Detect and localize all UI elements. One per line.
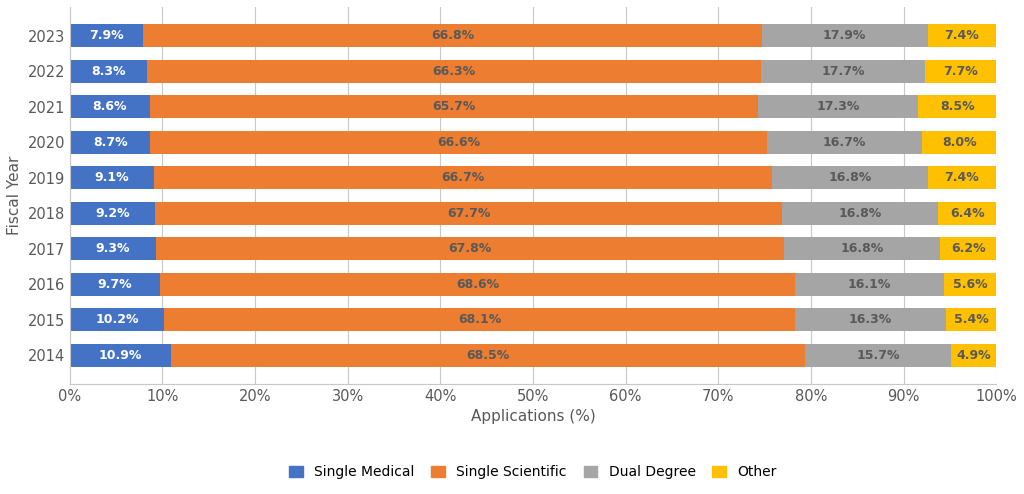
Bar (171, 343, 805, 367)
Bar (160, 273, 796, 295)
Bar (928, 166, 996, 189)
Text: 9.1%: 9.1% (94, 171, 129, 184)
Bar (70, 308, 164, 331)
Text: 16.8%: 16.8% (841, 242, 884, 255)
Bar (928, 24, 996, 47)
Bar (938, 202, 997, 225)
Bar (796, 308, 946, 331)
Bar (70, 202, 155, 225)
Text: 68.5%: 68.5% (467, 349, 510, 362)
Text: 16.1%: 16.1% (848, 278, 892, 290)
Legend: Single Medical, Single Scientific, Dual Degree, Other: Single Medical, Single Scientific, Dual … (283, 458, 783, 487)
Text: 6.2%: 6.2% (951, 242, 986, 255)
Bar (70, 24, 143, 47)
Text: 16.7%: 16.7% (823, 135, 866, 149)
X-axis label: Applications (%): Applications (%) (471, 409, 595, 424)
Text: 17.3%: 17.3% (816, 100, 860, 113)
Bar (951, 343, 996, 367)
Text: 67.7%: 67.7% (446, 206, 490, 220)
Text: 9.7%: 9.7% (97, 278, 132, 290)
Text: 7.4%: 7.4% (944, 171, 979, 184)
Text: 16.8%: 16.8% (839, 206, 882, 220)
Bar (805, 343, 951, 367)
Text: 65.7%: 65.7% (432, 100, 475, 113)
Text: 8.5%: 8.5% (940, 100, 975, 113)
Bar (70, 130, 151, 154)
Bar (164, 308, 796, 331)
Bar (70, 166, 155, 189)
Bar (922, 130, 996, 154)
Bar (70, 95, 150, 118)
Bar (946, 308, 996, 331)
Text: 68.1%: 68.1% (458, 313, 502, 326)
Text: 10.2%: 10.2% (95, 313, 139, 326)
Text: 7.7%: 7.7% (943, 65, 978, 78)
Bar (758, 95, 919, 118)
Text: 10.9%: 10.9% (98, 349, 142, 362)
Bar (70, 273, 160, 295)
Text: 7.4%: 7.4% (944, 29, 979, 42)
Text: 9.3%: 9.3% (95, 242, 130, 255)
Bar (146, 60, 761, 82)
Bar (784, 237, 940, 260)
Text: 16.8%: 16.8% (828, 171, 871, 184)
Text: 8.3%: 8.3% (91, 65, 126, 78)
Y-axis label: Fiscal Year: Fiscal Year (7, 156, 22, 235)
Text: 68.6%: 68.6% (456, 278, 499, 290)
Bar (940, 237, 997, 260)
Bar (767, 130, 922, 154)
Bar (143, 24, 762, 47)
Bar (782, 202, 938, 225)
Bar (772, 166, 928, 189)
Bar (155, 202, 782, 225)
Text: 66.7%: 66.7% (441, 171, 484, 184)
Bar (150, 95, 758, 118)
Text: 8.7%: 8.7% (93, 135, 127, 149)
Text: 8.6%: 8.6% (92, 100, 127, 113)
Bar (156, 237, 784, 260)
Text: 67.8%: 67.8% (449, 242, 492, 255)
Text: 7.9%: 7.9% (89, 29, 124, 42)
Bar (762, 24, 928, 47)
Text: 17.7%: 17.7% (821, 65, 864, 78)
Bar (944, 273, 996, 295)
Text: 16.3%: 16.3% (849, 313, 892, 326)
Text: 4.9%: 4.9% (956, 349, 991, 362)
Bar (919, 95, 997, 118)
Text: 66.3%: 66.3% (432, 65, 475, 78)
Bar (796, 273, 944, 295)
Text: 6.4%: 6.4% (950, 206, 985, 220)
Text: 66.8%: 66.8% (431, 29, 474, 42)
Bar (70, 237, 156, 260)
Text: 5.6%: 5.6% (953, 278, 987, 290)
Bar (925, 60, 996, 82)
Text: 17.9%: 17.9% (823, 29, 866, 42)
Bar (151, 130, 767, 154)
Text: 9.2%: 9.2% (95, 206, 130, 220)
Bar (70, 343, 171, 367)
Text: 15.7%: 15.7% (856, 349, 900, 362)
Text: 5.4%: 5.4% (953, 313, 988, 326)
Text: 66.6%: 66.6% (437, 135, 480, 149)
Bar (761, 60, 925, 82)
Text: 8.0%: 8.0% (942, 135, 977, 149)
Bar (155, 166, 772, 189)
Bar (70, 60, 146, 82)
